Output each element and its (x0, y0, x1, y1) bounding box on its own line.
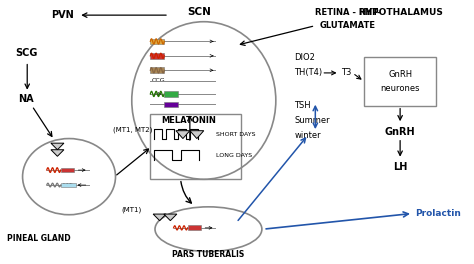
Bar (150, 114, 241, 179)
Bar (150, 67, 164, 73)
Text: Summer: Summer (294, 116, 330, 125)
Polygon shape (176, 131, 190, 139)
Polygon shape (153, 214, 166, 221)
Text: GnRH: GnRH (385, 127, 415, 137)
Bar (61, 168, 73, 172)
Bar (61, 183, 75, 187)
Text: RETINA - RHT-: RETINA - RHT- (315, 8, 381, 17)
Text: TSH: TSH (294, 101, 311, 110)
Text: GLUTAMATE: GLUTAMATE (320, 21, 376, 30)
Text: TH(T4): TH(T4) (294, 68, 322, 77)
Text: winter: winter (294, 131, 321, 140)
Text: MELATONIN: MELATONIN (161, 116, 216, 125)
Text: LONG DAYS: LONG DAYS (216, 153, 252, 158)
Text: HYPOTHALAMUS: HYPOTHALAMUS (358, 8, 443, 17)
Text: (MT1): (MT1) (122, 206, 142, 213)
Bar (150, 53, 164, 59)
Bar (164, 102, 178, 107)
Text: SCG: SCG (15, 48, 37, 58)
Bar (150, 39, 164, 44)
Text: GnRH: GnRH (388, 70, 412, 79)
Text: CCG: CCG (151, 78, 165, 83)
Polygon shape (164, 214, 177, 221)
Bar (364, 57, 436, 106)
Text: (MT1, MT2): (MT1, MT2) (113, 126, 153, 133)
Text: PINEAL GLAND: PINEAL GLAND (7, 234, 71, 243)
Polygon shape (51, 143, 64, 150)
Bar (164, 91, 178, 97)
Text: SHORT DAYS: SHORT DAYS (216, 131, 255, 136)
Text: NAT: NAT (62, 182, 73, 187)
Text: PARS TUBERALIS: PARS TUBERALIS (173, 250, 245, 259)
Polygon shape (51, 150, 64, 156)
Text: NA: NA (18, 94, 34, 104)
Text: Prolactin: Prolactin (415, 209, 461, 218)
Text: PVN: PVN (51, 10, 73, 20)
Text: DIO2: DIO2 (294, 53, 315, 62)
Text: SCN: SCN (187, 7, 211, 17)
Polygon shape (190, 131, 204, 139)
Text: neurones: neurones (380, 84, 420, 93)
Text: T3: T3 (341, 68, 351, 77)
Bar (188, 225, 201, 230)
Text: LH: LH (393, 162, 407, 172)
